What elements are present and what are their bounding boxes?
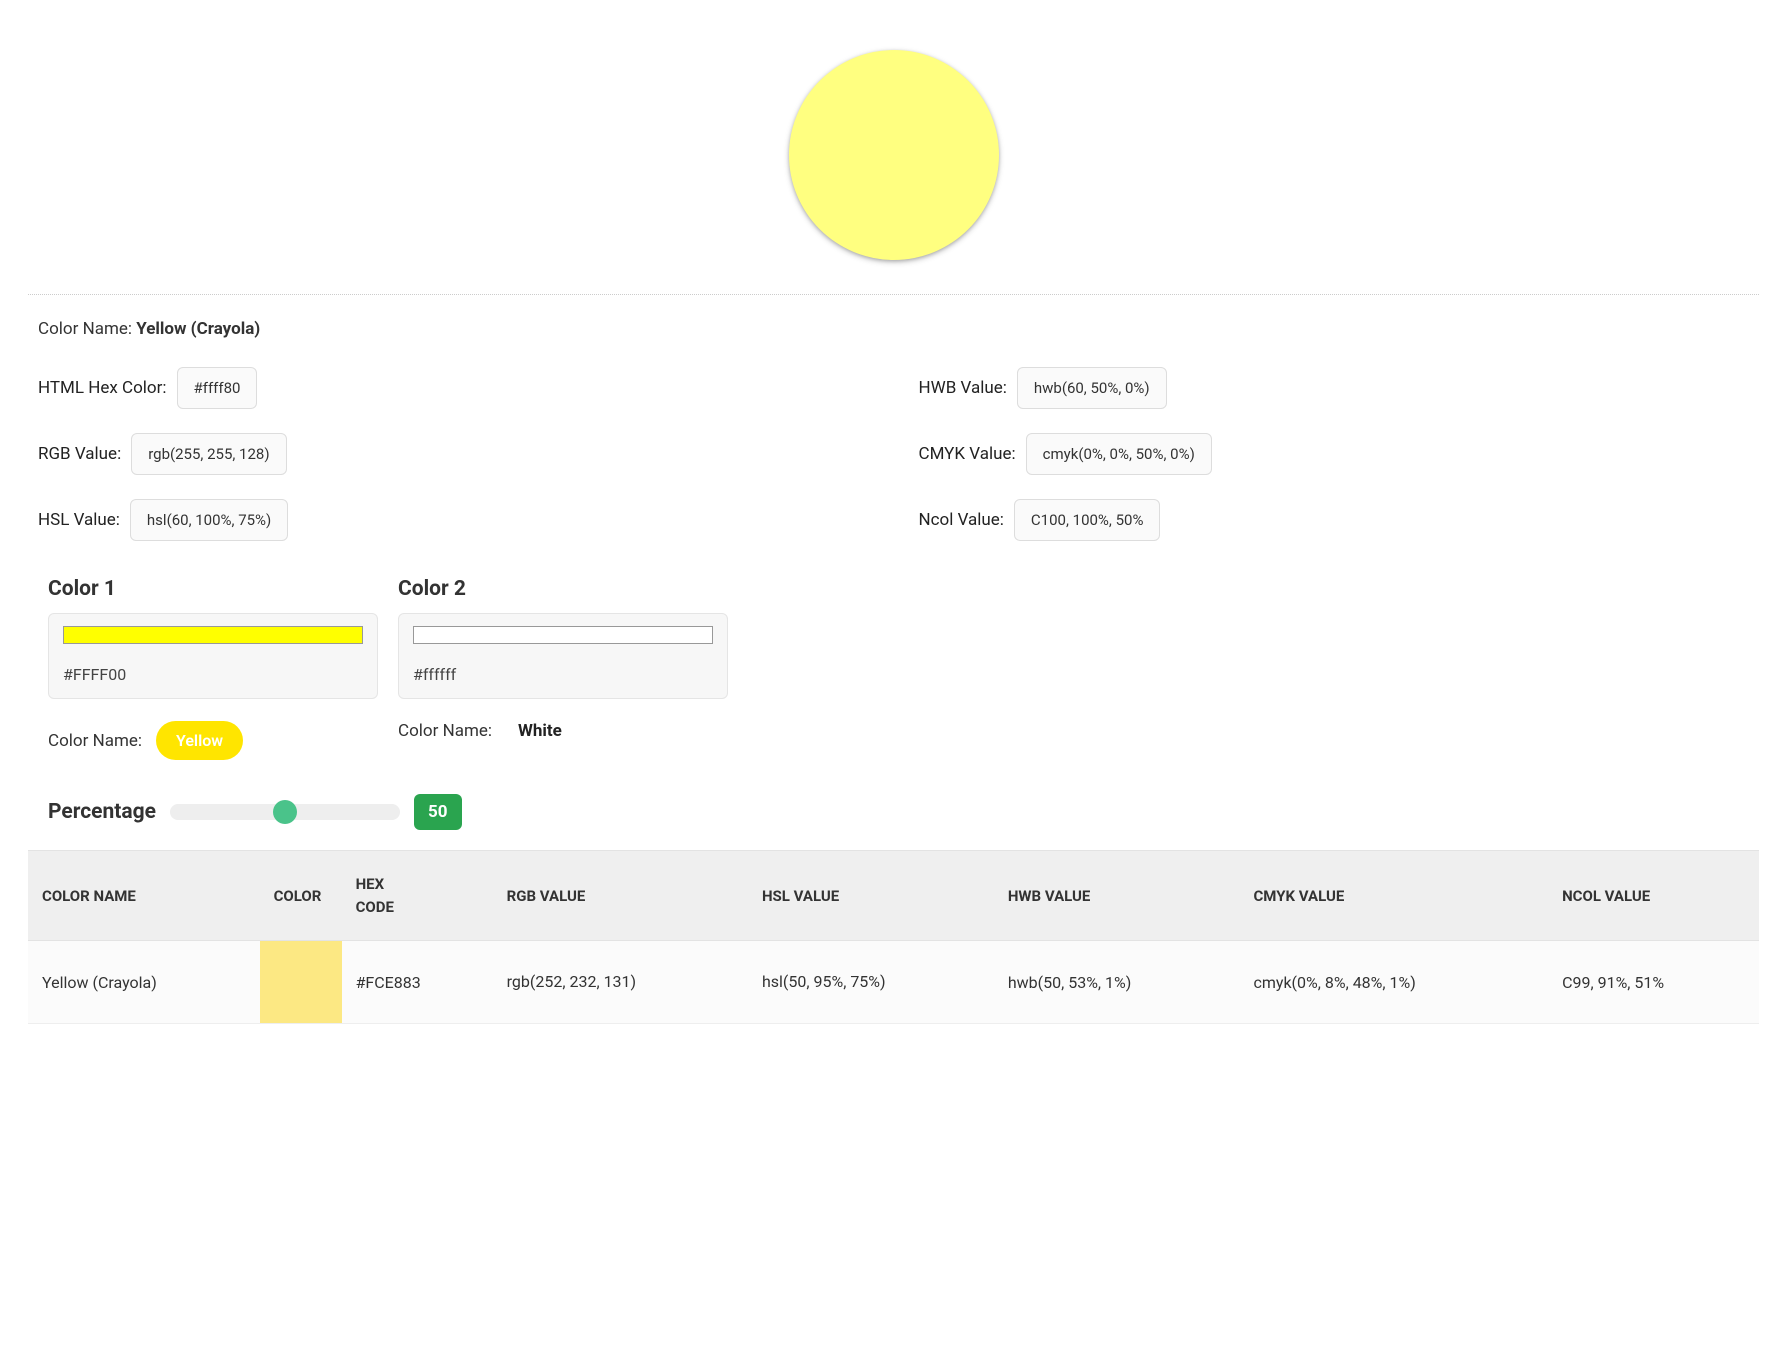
th-ncol: NCOL VALUE [1548, 851, 1759, 941]
ncol-label: Ncol Value: [919, 510, 1004, 530]
main-swatch-container [28, 20, 1759, 280]
rgb-label: RGB Value: [38, 444, 121, 464]
cell-name: Yellow (Crayola) [28, 941, 260, 1024]
hsl-value[interactable]: hsl(60, 100%, 75%) [130, 499, 288, 541]
cell-hsl-text: hsl(50, 95%, 75%) [762, 969, 902, 995]
color-name-label: Color Name: [38, 319, 132, 339]
color-name-row: Color Name: Yellow (Crayola) [38, 319, 1759, 339]
th-hex: HEX CODE [342, 851, 493, 941]
mixer-col-2-name-label: Color Name: [398, 721, 492, 741]
cell-ncol: C99, 91%, 51% [1548, 941, 1759, 1024]
mixer-col-1-name-pill[interactable]: Yellow [156, 721, 243, 760]
mixer-col-2-hex: #ffffff [413, 665, 456, 684]
th-rgb: RGB VALUE [493, 851, 748, 941]
divider [28, 294, 1759, 295]
cmyk-row: CMYK Value: cmyk(0%, 0%, 50%, 0%) [919, 433, 1760, 475]
table-row: Yellow (Crayola) #FCE883 rgb(252, 232, 1… [28, 941, 1759, 1024]
cell-rgb: rgb(252, 232, 131) [493, 941, 748, 1024]
color-mixer-section: Color 1 #FFFF00 Color Name: Yellow Color… [48, 577, 1759, 760]
mixer-col-2-title: Color 2 [398, 577, 728, 601]
cell-swatch [260, 941, 342, 1024]
percentage-label: Percentage [48, 800, 156, 824]
mixer-col-1-box: #FFFF00 [48, 613, 378, 699]
th-hwb: HWB VALUE [994, 851, 1240, 941]
hex-label: HTML Hex Color: [38, 378, 167, 398]
mixer-col-1-title: Color 1 [48, 577, 378, 601]
rgb-row: RGB Value: rgb(255, 255, 128) [38, 433, 879, 475]
cell-hex: #FCE883 [342, 941, 493, 1024]
th-color-name: COLOR NAME [28, 851, 260, 941]
mixer-col-2-box: #ffffff [398, 613, 728, 699]
hsl-label: HSL Value: [38, 510, 120, 530]
results-table: COLOR NAME COLOR HEX CODE RGB VALUE HSL … [28, 850, 1759, 1024]
mixer-col-1-name-line: Color Name: Yellow [48, 721, 378, 760]
ncol-row: Ncol Value: C100, 100%, 50% [919, 499, 1760, 541]
hwb-value[interactable]: hwb(60, 50%, 0%) [1017, 367, 1167, 409]
cell-hsl: hsl(50, 95%, 75%) [748, 941, 994, 1024]
cmyk-label: CMYK Value: [919, 444, 1016, 464]
cell-rgb-text: rgb(252, 232, 131) [507, 969, 647, 995]
th-hsl: HSL VALUE [748, 851, 994, 941]
results-table-head: COLOR NAME COLOR HEX CODE RGB VALUE HSL … [28, 851, 1759, 941]
mixer-col-1-name-label: Color Name: [48, 731, 142, 751]
mixer-col-1: Color 1 #FFFF00 Color Name: Yellow [48, 577, 378, 760]
rgb-value[interactable]: rgb(255, 255, 128) [131, 433, 286, 475]
mixer-col-2-color-input[interactable] [413, 626, 713, 644]
hwb-row: HWB Value: hwb(60, 50%, 0%) [919, 367, 1760, 409]
hsl-row: HSL Value: hsl(60, 100%, 75%) [38, 499, 879, 541]
hwb-label: HWB Value: [919, 378, 1007, 398]
cell-cmyk: cmyk(0%, 8%, 48%, 1%) [1239, 941, 1548, 1024]
cell-swatch-inner [260, 941, 342, 1023]
percentage-slider[interactable] [170, 800, 400, 824]
ncol-value[interactable]: C100, 100%, 50% [1014, 499, 1161, 541]
mixer-col-2-name: White [518, 721, 562, 741]
mixer-col-2-name-line: Color Name: White [398, 721, 728, 741]
th-cmyk: CMYK VALUE [1239, 851, 1548, 941]
hex-value[interactable]: #ffff80 [177, 367, 258, 409]
main-swatch-circle [789, 50, 999, 260]
color-name-value: Yellow (Crayola) [136, 319, 260, 339]
percentage-badge: 50 [414, 794, 462, 830]
mixer-col-2: Color 2 #ffffff Color Name: White [398, 577, 728, 760]
th-color: COLOR [260, 851, 342, 941]
color-values-grid: HTML Hex Color: #ffff80 HWB Value: hwb(6… [38, 367, 1759, 541]
hex-row: HTML Hex Color: #ffff80 [38, 367, 879, 409]
mixer-col-1-hex: #FFFF00 [63, 665, 126, 684]
percentage-slider-thumb[interactable] [273, 800, 297, 824]
percentage-row: Percentage 50 [48, 794, 1759, 830]
cmyk-value[interactable]: cmyk(0%, 0%, 50%, 0%) [1026, 433, 1212, 475]
th-hex-line1: HEX [356, 873, 479, 896]
th-hex-line2: CODE [356, 896, 479, 919]
cell-hwb: hwb(50, 53%, 1%) [994, 941, 1240, 1024]
mixer-col-1-color-input[interactable] [63, 626, 363, 644]
